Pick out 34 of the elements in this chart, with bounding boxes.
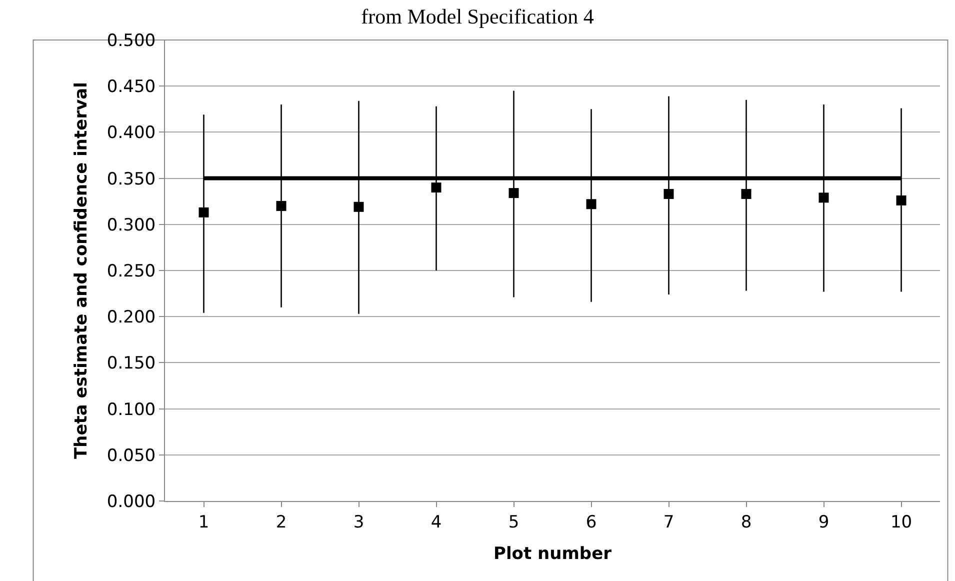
x-tick-label: 4	[430, 512, 442, 532]
x-tick-label: 1	[198, 512, 210, 532]
y-tick-label: 0.200	[106, 308, 156, 328]
chart-title: from Model Specification 4	[361, 4, 594, 28]
point	[431, 182, 442, 193]
point	[818, 192, 829, 203]
y-tick-label: 0.500	[106, 30, 156, 51]
point	[586, 199, 596, 210]
point	[664, 188, 674, 199]
point	[741, 188, 752, 199]
point	[276, 200, 286, 211]
y-tick-label: 0.250	[106, 261, 156, 282]
y-tick-label: 0.450	[106, 77, 156, 98]
point	[508, 188, 519, 198]
y-tick-label: 0.100	[106, 400, 156, 420]
y-tick-label: 0.000	[106, 492, 156, 512]
y-tick-label: 0.300	[106, 215, 156, 236]
x-tick-label: 8	[740, 512, 752, 532]
x-tick-label: 2	[276, 512, 287, 532]
x-tick-label: 10	[890, 512, 912, 532]
y-tick-label: 0.150	[106, 354, 156, 374]
y-tick-label: 0.400	[106, 123, 156, 144]
x-tick-label: 5	[508, 512, 520, 532]
x-tick-label: 3	[353, 512, 364, 532]
y-tick-label: 0.050	[106, 446, 156, 466]
point	[896, 195, 906, 206]
x-tick-label: 9	[818, 512, 830, 532]
point	[198, 207, 209, 218]
x-tick-label: 6	[586, 512, 597, 532]
point	[354, 202, 364, 212]
y-tick-label: 0.350	[106, 169, 156, 190]
x-tick-label: 7	[663, 512, 674, 532]
y-axis-title: Theta estimate and confidence interval	[71, 82, 92, 459]
x-axis-title: Plot number	[493, 544, 612, 564]
